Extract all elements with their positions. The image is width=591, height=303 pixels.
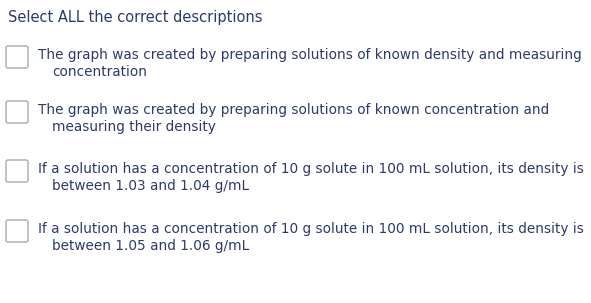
FancyBboxPatch shape	[6, 101, 28, 123]
Text: measuring their density: measuring their density	[52, 120, 216, 134]
Text: concentration: concentration	[52, 65, 147, 79]
Text: If a solution has a concentration of 10 g solute in 100 mL solution, its density: If a solution has a concentration of 10 …	[38, 162, 584, 176]
Text: Select ALL the correct descriptions: Select ALL the correct descriptions	[8, 10, 262, 25]
FancyBboxPatch shape	[6, 46, 28, 68]
FancyBboxPatch shape	[6, 160, 28, 182]
Text: between 1.05 and 1.06 g/mL: between 1.05 and 1.06 g/mL	[52, 239, 249, 253]
Text: The graph was created by preparing solutions of known density and measuring: The graph was created by preparing solut…	[38, 48, 582, 62]
Text: If a solution has a concentration of 10 g solute in 100 mL solution, its density: If a solution has a concentration of 10 …	[38, 222, 584, 236]
FancyBboxPatch shape	[6, 220, 28, 242]
Text: The graph was created by preparing solutions of known concentration and: The graph was created by preparing solut…	[38, 103, 549, 117]
Text: between 1.03 and 1.04 g/mL: between 1.03 and 1.04 g/mL	[52, 179, 249, 193]
